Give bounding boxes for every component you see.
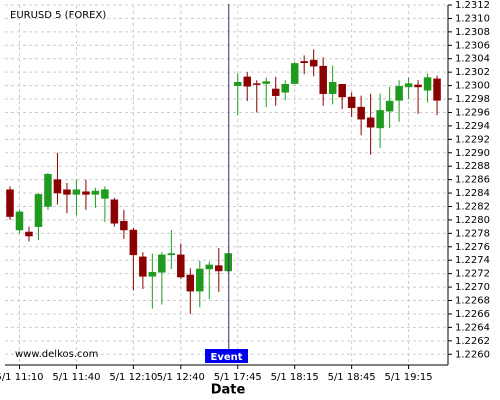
candle-body	[357, 106, 365, 120]
y-tick-label: 1.2302	[455, 67, 490, 78]
candle-body	[395, 86, 403, 101]
y-tick-label: 1.2298	[455, 94, 490, 105]
x-tick-label: 5/1 18:45	[328, 372, 376, 383]
y-tick-label: 1.2266	[455, 309, 490, 320]
y-tick-label: 1.2294	[455, 121, 490, 132]
candle-body	[196, 268, 204, 292]
grid	[5, 4, 448, 365]
y-tick-label: 1.2268	[455, 296, 490, 307]
x-tick-label: 5/1 12:10	[109, 372, 157, 383]
y-tick-label: 1.2310	[455, 13, 490, 24]
candle-body	[6, 189, 14, 217]
candle-body	[319, 65, 327, 94]
candle-body	[167, 253, 176, 256]
candle-body	[72, 189, 81, 195]
candle-body	[15, 211, 24, 231]
y-tick-label: 1.2312	[455, 0, 490, 11]
candle-body	[177, 254, 185, 278]
y-tick-label: 1.2304	[455, 54, 490, 65]
y-tick-label: 1.2300	[455, 81, 490, 92]
y-tick-label: 1.2306	[455, 40, 490, 51]
candle-body	[404, 83, 413, 88]
candle-body	[433, 78, 441, 101]
chart-title: EURUSD 5 (FOREX)	[10, 10, 106, 21]
y-tick-label: 1.2292	[455, 134, 490, 145]
y-tick-label: 1.2278	[455, 228, 490, 239]
candle-body	[205, 264, 214, 270]
candle-body	[309, 59, 318, 67]
y-tick-label: 1.2276	[455, 242, 490, 253]
candle-body	[414, 84, 422, 88]
x-tick-label: 5/1 11:40	[52, 372, 100, 383]
y-tick-label: 1.2308	[455, 27, 490, 38]
candle-body	[281, 84, 289, 93]
candle-body	[262, 81, 270, 84]
candle-body	[290, 63, 299, 84]
candles	[6, 49, 441, 314]
y-tick-label: 1.2282	[455, 201, 490, 212]
candle-body	[63, 189, 71, 195]
candle-body	[91, 190, 100, 195]
candle-body	[186, 274, 195, 292]
candle-body	[110, 199, 119, 224]
y-tick-label: 1.2280	[455, 215, 490, 226]
candle-body	[101, 189, 109, 199]
candle-body	[215, 265, 223, 272]
candle-body	[376, 110, 384, 129]
candle-body	[338, 84, 346, 98]
y-tick-label: 1.2260	[455, 349, 490, 360]
event-box	[205, 349, 248, 363]
y-tick-label: 1.2286	[455, 175, 490, 186]
candle-body	[25, 231, 33, 237]
candle-body	[385, 100, 394, 112]
candle-body	[34, 194, 43, 227]
candle-body	[300, 61, 308, 64]
candle-body	[158, 254, 166, 273]
y-tick-label: 1.2262	[455, 336, 490, 347]
candle-body	[120, 221, 128, 231]
candle-body	[129, 229, 138, 256]
candle-body	[44, 174, 52, 207]
y-tick-label: 1.2272	[455, 269, 490, 280]
x-tick-label: 5/1 12:40	[157, 372, 205, 383]
y-tick-label: 1.2288	[455, 161, 490, 172]
candle-body	[234, 81, 242, 86]
candle-body	[252, 83, 261, 85]
y-tick-label: 1.2270	[455, 282, 490, 293]
candle-body	[243, 76, 251, 87]
watermark: www.delkos.com	[15, 349, 98, 360]
event-label: Event	[210, 352, 242, 363]
candle-body	[82, 191, 90, 195]
candle-body	[366, 117, 375, 128]
y-tick-label: 1.2264	[455, 322, 490, 333]
y-tick-label: 1.2274	[455, 255, 490, 266]
candle-body	[139, 256, 147, 277]
x-tick-label: 5/1 19:15	[385, 372, 433, 383]
candle-body	[347, 96, 356, 109]
x-tick-label: 5/1 17:45	[214, 372, 262, 383]
candle-body	[271, 88, 280, 96]
x-tick-label: 5/1 18:15	[271, 372, 319, 383]
y-tick-label: 1.2296	[455, 107, 490, 118]
y-tick-label: 1.2290	[455, 148, 490, 159]
candle-body	[53, 179, 62, 194]
y-tick-label: 1.2284	[455, 188, 490, 199]
candle-body	[148, 272, 157, 277]
x-tick-label: 5/1 11:10	[0, 372, 44, 383]
candle-body	[423, 77, 432, 91]
x-axis-label: Date	[211, 383, 246, 398]
candle-body	[328, 81, 337, 94]
